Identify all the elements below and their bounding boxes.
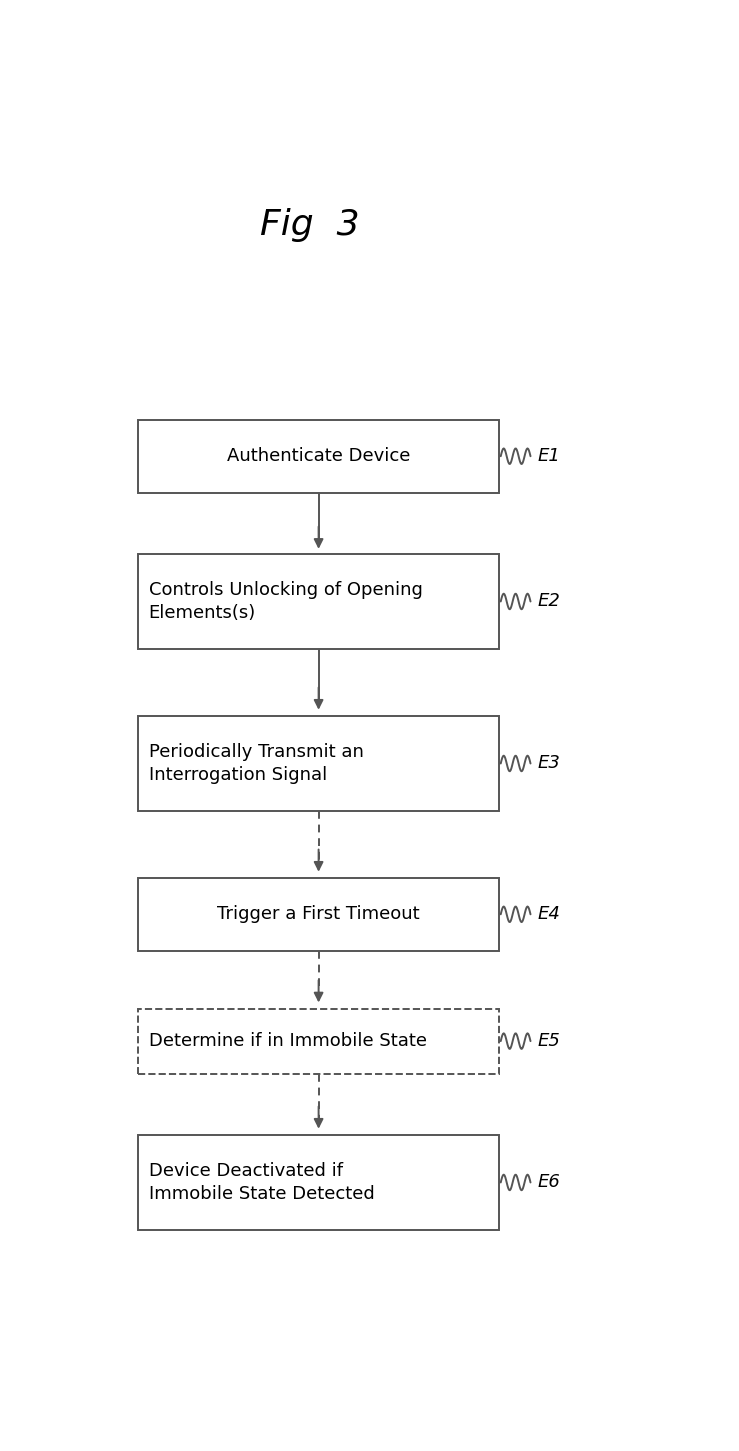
Text: E3: E3 bbox=[538, 755, 561, 772]
FancyBboxPatch shape bbox=[138, 554, 499, 649]
FancyBboxPatch shape bbox=[138, 715, 499, 811]
Text: Authenticate Device: Authenticate Device bbox=[227, 447, 410, 466]
Text: Controls Unlocking of Opening
Elements(s): Controls Unlocking of Opening Elements(s… bbox=[149, 580, 423, 622]
FancyBboxPatch shape bbox=[138, 419, 499, 492]
Text: Trigger a First Timeout: Trigger a First Timeout bbox=[217, 905, 420, 923]
Text: Fig  3: Fig 3 bbox=[260, 207, 360, 242]
Text: E1: E1 bbox=[538, 447, 561, 466]
Text: Periodically Transmit an
Interrogation Signal: Periodically Transmit an Interrogation S… bbox=[149, 743, 364, 785]
Text: E5: E5 bbox=[538, 1032, 561, 1051]
Text: Device Deactivated if
Immobile State Detected: Device Deactivated if Immobile State Det… bbox=[149, 1162, 374, 1203]
Text: Determine if in Immobile State: Determine if in Immobile State bbox=[149, 1032, 426, 1051]
Text: E6: E6 bbox=[538, 1174, 561, 1191]
FancyBboxPatch shape bbox=[138, 1008, 499, 1074]
FancyBboxPatch shape bbox=[138, 1135, 499, 1230]
Text: E2: E2 bbox=[538, 592, 561, 611]
Text: E4: E4 bbox=[538, 905, 561, 923]
FancyBboxPatch shape bbox=[138, 878, 499, 950]
